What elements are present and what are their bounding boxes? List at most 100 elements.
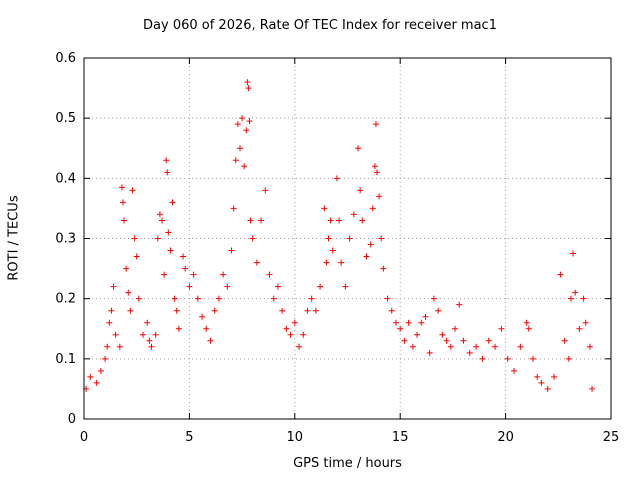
- data-point: [561, 337, 568, 344]
- data-point: [473, 343, 480, 350]
- data-point: [576, 325, 583, 332]
- data-point: [144, 319, 151, 326]
- data-point: [106, 319, 113, 326]
- data-point: [567, 295, 574, 302]
- data-point: [304, 307, 311, 314]
- data-point: [87, 373, 94, 380]
- data-point: [363, 253, 370, 260]
- data-point: [456, 301, 463, 308]
- data-point: [534, 373, 541, 380]
- y-tick-label: 0.1: [55, 352, 76, 367]
- data-point: [140, 331, 147, 338]
- data-point: [439, 331, 446, 338]
- data-point: [479, 355, 486, 362]
- data-point: [409, 343, 416, 350]
- data-point: [333, 175, 340, 182]
- y-tick-label: 0.4: [55, 171, 76, 186]
- data-point: [203, 325, 210, 332]
- y-axis-label: ROTI / TECUs: [6, 195, 22, 281]
- data-point: [355, 145, 362, 152]
- data-point: [247, 217, 254, 224]
- data-point: [372, 121, 379, 128]
- data-point: [511, 367, 518, 374]
- data-point: [405, 319, 412, 326]
- data-point: [321, 205, 328, 212]
- data-point: [291, 319, 298, 326]
- data-point: [401, 337, 408, 344]
- data-point: [418, 319, 425, 326]
- data-point: [392, 319, 399, 326]
- data-point: [371, 163, 378, 170]
- data-point: [152, 331, 159, 338]
- data-point: [194, 295, 201, 302]
- data-point: [504, 355, 511, 362]
- data-point: [135, 295, 142, 302]
- y-tick-label: 0.2: [55, 292, 76, 307]
- data-point: [580, 295, 587, 302]
- data-point: [283, 325, 290, 332]
- data-point: [118, 184, 125, 191]
- data-point: [93, 379, 100, 386]
- data-point: [435, 307, 442, 314]
- data-point: [199, 313, 206, 320]
- data-point: [342, 283, 349, 290]
- data-point: [530, 355, 537, 362]
- data-point: [215, 295, 222, 302]
- data-point: [414, 331, 421, 338]
- data-point: [374, 169, 381, 176]
- data-point: [447, 343, 454, 350]
- data-point: [388, 307, 395, 314]
- data-point: [207, 337, 214, 344]
- data-point: [211, 307, 218, 314]
- data-point: [131, 235, 138, 242]
- data-point: [572, 289, 579, 296]
- data-point: [224, 283, 231, 290]
- data-point: [287, 331, 294, 338]
- data-point: [300, 331, 307, 338]
- data-point: [397, 325, 404, 332]
- data-point: [241, 163, 248, 170]
- data-point: [466, 349, 473, 356]
- data-point: [308, 295, 315, 302]
- data-point: [498, 325, 505, 332]
- x-tick-label: 20: [497, 430, 514, 445]
- y-tick-label: 0.6: [55, 51, 76, 66]
- data-point: [97, 367, 104, 374]
- data-point: [148, 343, 155, 350]
- data-point: [485, 337, 492, 344]
- data-point: [102, 355, 109, 362]
- data-point: [279, 307, 286, 314]
- data-point: [234, 121, 241, 128]
- data-point: [523, 319, 530, 326]
- data-point: [190, 271, 197, 278]
- data-point: [312, 307, 319, 314]
- data-point: [165, 229, 172, 236]
- data-point: [230, 205, 237, 212]
- data-point: [161, 271, 168, 278]
- data-point: [460, 337, 467, 344]
- data-point: [262, 187, 269, 194]
- data-point: [582, 319, 589, 326]
- data-point: [376, 193, 383, 200]
- data-point: [156, 211, 163, 218]
- data-point: [586, 343, 593, 350]
- data-point: [232, 157, 239, 164]
- data-point: [112, 331, 119, 338]
- data-point: [129, 187, 136, 194]
- data-point: [133, 253, 140, 260]
- data-point: [180, 253, 187, 260]
- data-point: [228, 247, 235, 254]
- data-point: [329, 247, 336, 254]
- x-tick-label: 25: [603, 430, 620, 445]
- axis-ticks: 0 0.1 0.2 0.3 0.4 0.5 0.6 0 5 10 15 20 25: [55, 51, 619, 445]
- data-point: [270, 295, 277, 302]
- data-point: [317, 283, 324, 290]
- data-points: [83, 79, 596, 392]
- y-tick-label: 0: [68, 412, 76, 427]
- data-point: [544, 385, 551, 392]
- data-point: [346, 235, 353, 242]
- x-tick-label: 5: [185, 430, 193, 445]
- data-point: [350, 211, 357, 218]
- data-point: [249, 235, 256, 242]
